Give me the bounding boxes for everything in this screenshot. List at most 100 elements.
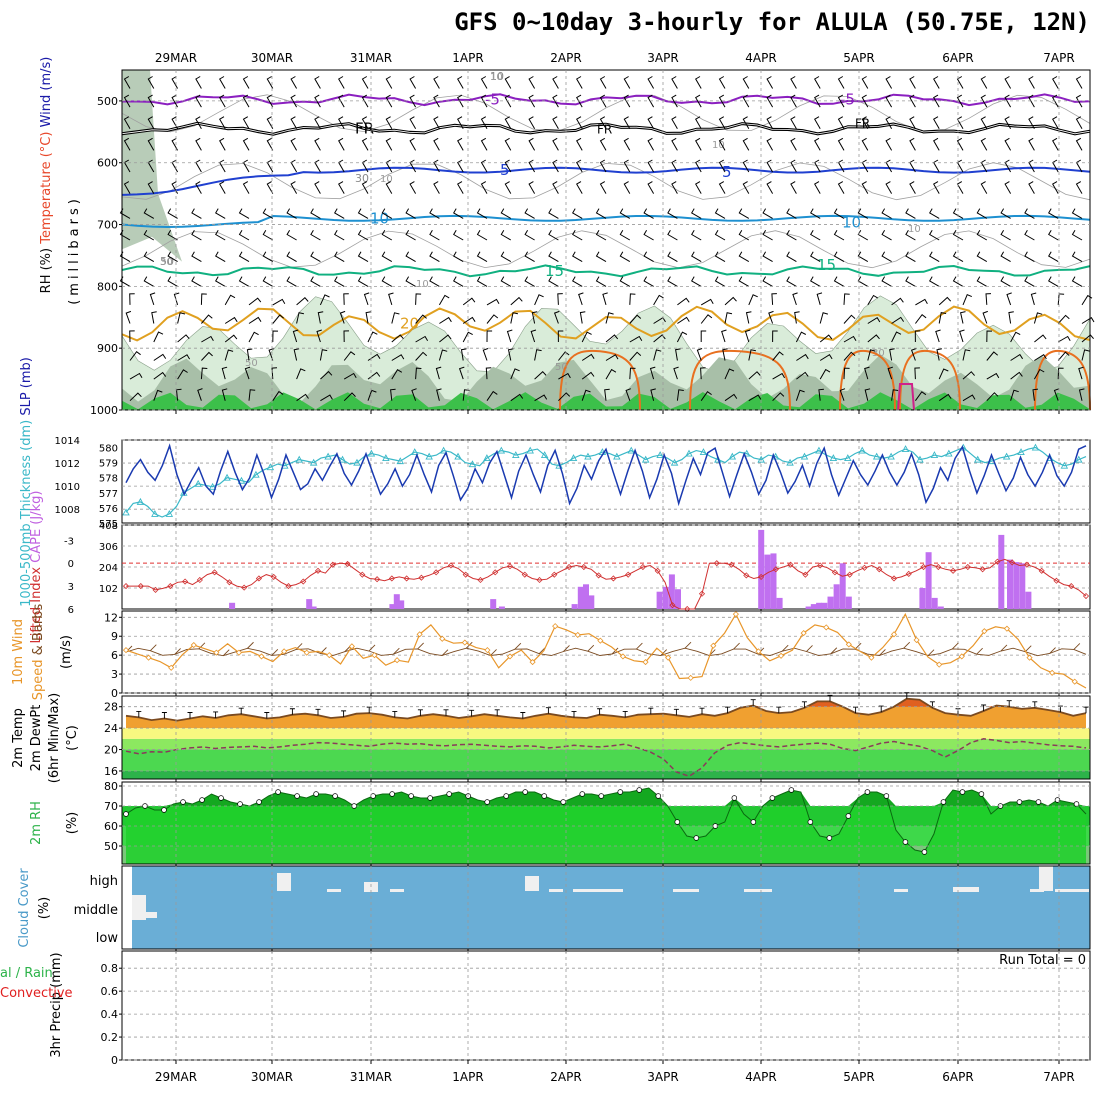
wind-barb xyxy=(262,208,274,219)
wind-barb xyxy=(310,276,321,287)
lifted-index-tick-label: 3 xyxy=(68,582,74,593)
lifted-index-marker xyxy=(270,573,277,580)
temperature-contour-label: FR xyxy=(355,120,374,138)
wind-barb xyxy=(215,229,226,241)
wind-barb xyxy=(246,348,253,361)
wind-barb xyxy=(695,94,702,108)
bottom-date-label: 2APR xyxy=(550,1070,581,1084)
wind-barb xyxy=(956,94,964,108)
wind-barb xyxy=(438,294,450,306)
wind-barb xyxy=(909,116,916,129)
wind-barb xyxy=(486,330,493,343)
wind-barb xyxy=(219,76,226,89)
wind-barb xyxy=(528,159,536,173)
wind-barb xyxy=(673,366,679,380)
wind-barb xyxy=(595,251,607,263)
lifted-index-marker xyxy=(152,586,159,593)
thickness-marker xyxy=(901,445,910,453)
wind-barb xyxy=(486,314,499,324)
temperature-contour-label: 15 xyxy=(817,256,836,274)
rh-contour xyxy=(121,230,1091,269)
warm-temperature-contour xyxy=(1034,349,1091,411)
wind-barb xyxy=(167,208,178,219)
y-axis-label: 2m DewPt xyxy=(29,705,44,772)
y-axis-label-part: RH (%) xyxy=(39,248,54,293)
wind-barb xyxy=(409,116,417,129)
thickness-marker xyxy=(151,510,159,517)
wind-barb xyxy=(952,229,964,241)
wind-barb xyxy=(959,329,965,343)
wind-barb xyxy=(453,229,464,241)
wind-barb xyxy=(1048,276,1059,287)
wind-barb xyxy=(576,76,583,89)
wind-barb xyxy=(462,331,473,343)
y-tick-label: 0 xyxy=(111,687,118,700)
rh-contour-value: 50 xyxy=(555,362,568,373)
rh-marker xyxy=(978,791,985,797)
rh-marker xyxy=(370,793,376,799)
wind-barb xyxy=(952,208,964,219)
wind-barb xyxy=(653,349,662,361)
wind-barb xyxy=(314,76,321,89)
lifted-index-marker xyxy=(241,584,248,591)
y-tick-label: 50 xyxy=(104,840,118,853)
wind-barb xyxy=(266,181,274,194)
wind-barb xyxy=(818,388,824,401)
wind-barb xyxy=(143,229,155,241)
wind-barb xyxy=(595,276,607,287)
wind-barb xyxy=(534,370,547,380)
wind-barb xyxy=(171,94,179,108)
thickness-marker xyxy=(483,454,491,462)
cloud-white-bar xyxy=(1039,866,1053,891)
wind-barb xyxy=(219,181,226,194)
wind-10m-barb xyxy=(563,645,570,652)
lifted-index-marker xyxy=(137,583,144,590)
wind-barb xyxy=(1075,137,1083,151)
wind-barb xyxy=(476,229,488,241)
wind-barb xyxy=(391,334,404,343)
wind-barb xyxy=(1028,137,1035,151)
temperature-contour-label: FR xyxy=(597,123,612,137)
cape-bar xyxy=(306,599,313,609)
wind-barb xyxy=(151,311,157,324)
wind-barb xyxy=(528,76,536,89)
lifted-index-marker xyxy=(920,563,927,571)
bottom-date-label: 5APR xyxy=(843,1070,874,1084)
cloud-level-label: high xyxy=(90,874,118,889)
top-date-label: 1APR xyxy=(452,51,483,65)
wind-barb xyxy=(629,367,636,380)
thickness-marker xyxy=(916,455,924,463)
wind-barb xyxy=(795,389,805,401)
lifted-index-marker xyxy=(1009,559,1016,566)
wind-barb xyxy=(248,297,262,306)
temperature-contour-label: 15 xyxy=(545,262,564,280)
wind-barb xyxy=(292,329,299,343)
wind-barb xyxy=(914,367,920,380)
y-tick-label: 0 xyxy=(111,1054,118,1067)
wind-barb xyxy=(738,276,750,287)
cape-bar xyxy=(810,604,817,609)
wind-barb xyxy=(986,351,999,361)
wind-barb xyxy=(248,331,259,343)
wind-10m-barb xyxy=(952,642,959,650)
wind-barb xyxy=(700,314,713,324)
temperature-band xyxy=(122,770,1090,779)
wind-10m-barb xyxy=(879,649,886,656)
lifted-index-marker xyxy=(566,563,573,571)
wind-barb xyxy=(296,312,305,324)
wind-barb xyxy=(500,276,512,287)
wind-barb xyxy=(1081,349,1090,361)
cape-bar xyxy=(827,596,834,609)
max-whisker xyxy=(776,706,782,714)
wind-barb xyxy=(1081,317,1095,324)
y-tick-label: 6 xyxy=(111,649,118,662)
top-date-label: 7APR xyxy=(1043,51,1074,65)
wind-barb xyxy=(982,310,988,324)
wind-barb xyxy=(558,372,571,380)
wind-barb xyxy=(1052,116,1059,129)
lifted-index-marker xyxy=(964,563,971,571)
wind-barb xyxy=(576,159,583,173)
wind-barb xyxy=(933,116,940,129)
wind-barb xyxy=(552,76,559,89)
